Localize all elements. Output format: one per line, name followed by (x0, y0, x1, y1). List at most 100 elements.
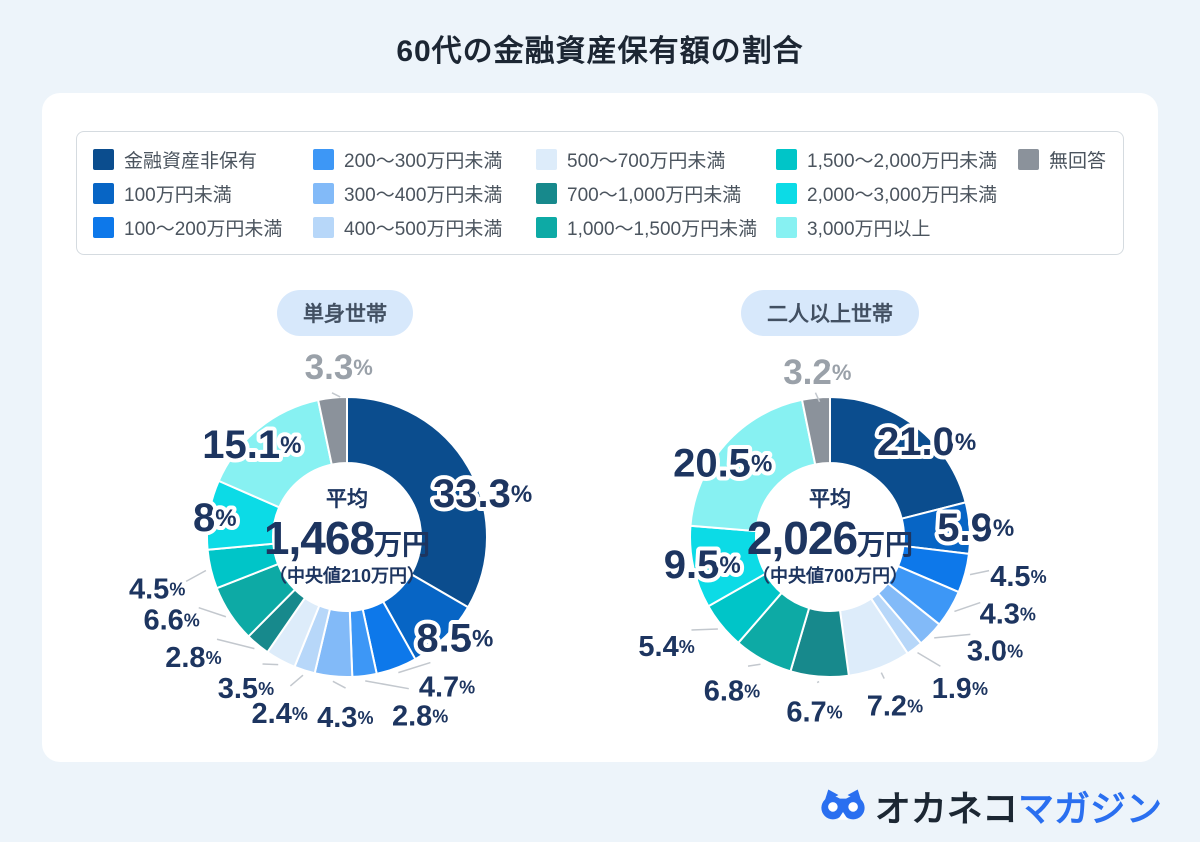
badge-multi-household: 二人以上世帯 (741, 290, 919, 336)
legend-swatch (93, 183, 114, 204)
donut-slice (346, 395, 488, 609)
legend-item: 200〜300万円未満 (313, 148, 536, 172)
legend-column: 金融資産非保有 100万円未満 100〜200万円未満 (93, 148, 313, 240)
label-leader-line (917, 651, 941, 667)
brand-name: オカネコマガジン (874, 788, 1162, 829)
donut-slice (800, 395, 831, 466)
slice-percvalue-label: 6.7% (786, 696, 842, 728)
label-leader-line (954, 601, 981, 613)
label-leader-line (198, 606, 227, 618)
donut-slice (689, 398, 817, 533)
label-leader-line (747, 663, 761, 667)
slice-percvalue-label: 5.4% (638, 631, 694, 663)
label-leader-line (216, 638, 255, 650)
okaneko-cat-icon (821, 789, 865, 820)
slice-percvalue-label: 4.5% (129, 573, 185, 605)
legend-label: 金融資産非保有 (124, 151, 258, 172)
legend-item: 500〜700万円未満 (536, 148, 776, 172)
legend-swatch (536, 217, 557, 238)
legend-label: 1,000〜1,500万円未満 (567, 219, 758, 240)
legend-swatch (536, 149, 557, 170)
median-value: （中央値210万円） (268, 565, 426, 586)
legend-swatch (776, 217, 797, 238)
label-leader-line (816, 680, 820, 684)
slice-percvalue-label: 4.3% (317, 702, 373, 734)
legend-swatch (1018, 149, 1039, 170)
slice-percvalue-label: 4.5% (990, 561, 1046, 593)
average-value: 2,026万円 (746, 511, 914, 564)
label-leader-line (331, 392, 341, 398)
slice-percvalue-label: 15.1% (202, 423, 301, 467)
legend-item: 無回答 (1018, 148, 1107, 172)
average-caption: 平均 (326, 487, 368, 511)
legend: 金融資産非保有 100万円未満 100〜200万円未満 200〜300万円未満 300〜… (76, 131, 1124, 255)
legend-column: 無回答 (1018, 148, 1106, 238)
legend-label: 200〜300万円未満 (344, 151, 503, 172)
slice-percvalue-label: 6.8% (704, 675, 760, 707)
label-leader-line (814, 392, 821, 403)
legend-swatch (313, 183, 334, 204)
slice-percvalue-label: 20.5% (673, 442, 772, 486)
legend-swatch (776, 149, 797, 170)
slice-percvalue-label: 3.3% (305, 347, 373, 386)
label-leader-line (691, 628, 718, 631)
average-caption: 平均 (809, 487, 851, 511)
legend-item: 100万円未満 (93, 182, 313, 206)
center-label-single: 平均 1,468万円 （中央値210万円） (237, 488, 457, 586)
brand-logo: オカネコマガジン (820, 780, 1162, 832)
legend-column: 200〜300万円未満 300〜400万円未満 400〜500万円未満 (313, 148, 536, 240)
slice-percvalue-label: 4.7% (419, 672, 475, 704)
legend-item: 1,000〜1,500万円未満 (536, 216, 776, 240)
legend-item: 2,000〜3,000万円未満 (776, 182, 1018, 206)
label-leader-line (332, 680, 346, 689)
legend-label: 3,000万円以上 (807, 219, 931, 240)
slice-percvalue-label: 2.8% (392, 700, 448, 732)
legend-item: 金融資産非保有 (93, 148, 313, 172)
legend-label: 1,500〜2,000万円未満 (807, 151, 998, 172)
slice-percvalue-label: 3.0% (967, 636, 1023, 668)
label-leader-line (880, 672, 885, 679)
legend-label: 500〜700万円未満 (567, 151, 726, 172)
slice-percvalue-label: 9.5% (664, 543, 741, 587)
legend-item: 1,500〜2,000万円未満 (776, 148, 1018, 172)
slice-percvalue-label: 8.5% (416, 616, 493, 660)
slice-percvalue-label: 7.2% (867, 691, 923, 723)
donut-slice (829, 395, 967, 520)
legend-label: 700〜1,000万円未満 (567, 185, 742, 206)
legend-label: 無回答 (1049, 151, 1107, 172)
legend-swatch (313, 217, 334, 238)
legend-swatch (536, 183, 557, 204)
label-leader-line (969, 569, 990, 576)
legend-swatch (93, 217, 114, 238)
legend-label: 100万円未満 (124, 185, 232, 206)
donut-chart-single-household: 33.3%8.5%4.7%2.8%4.3%2.4%3.5%2.8%6.6%4.5… (127, 344, 537, 736)
legend-column: 500〜700万円未満 700〜1,000万円未満 1,000〜1,500万円未満 (536, 148, 776, 240)
slice-percvalue-label: 33.3% (433, 472, 532, 516)
page-title: 60代の金融資産保有額の割合 (396, 35, 804, 68)
legend-label: 100〜200万円未満 (124, 219, 283, 240)
slice-percvalue-label: 2.8% (165, 642, 221, 674)
legend-label: 300〜400万円未満 (344, 185, 503, 206)
label-leader-line (185, 569, 207, 583)
slice-percvalue-label: 2.4% (252, 698, 308, 730)
slice-percvalue-label: 3.5% (218, 673, 274, 705)
label-leader-line (289, 674, 304, 687)
legend-swatch (313, 149, 334, 170)
donut-slice (316, 395, 348, 466)
legend-item: 400〜500万円未満 (313, 216, 536, 240)
slice-percvalue-label: 21.0% (877, 420, 976, 464)
legend-item: 300〜400万円未満 (313, 182, 536, 206)
slice-percvalue-label: 5.9% (937, 506, 1014, 550)
slice-percvalue-label: 1.9% (932, 673, 988, 705)
legend-item: 100〜200万円未満 (93, 216, 313, 240)
legend-item: 700〜1,000万円未満 (536, 182, 776, 206)
slice-percvalue-label: 6.6% (143, 605, 199, 637)
legend-swatch (93, 149, 114, 170)
average-value: 1,468万円 (263, 511, 431, 564)
median-value: （中央値700万円） (751, 565, 909, 586)
label-leader-line (262, 663, 279, 666)
legend-item: 3,000万円以上 (776, 216, 1018, 240)
slice-percvalue-label: 3.2% (783, 352, 851, 391)
label-leader-line (365, 680, 409, 690)
